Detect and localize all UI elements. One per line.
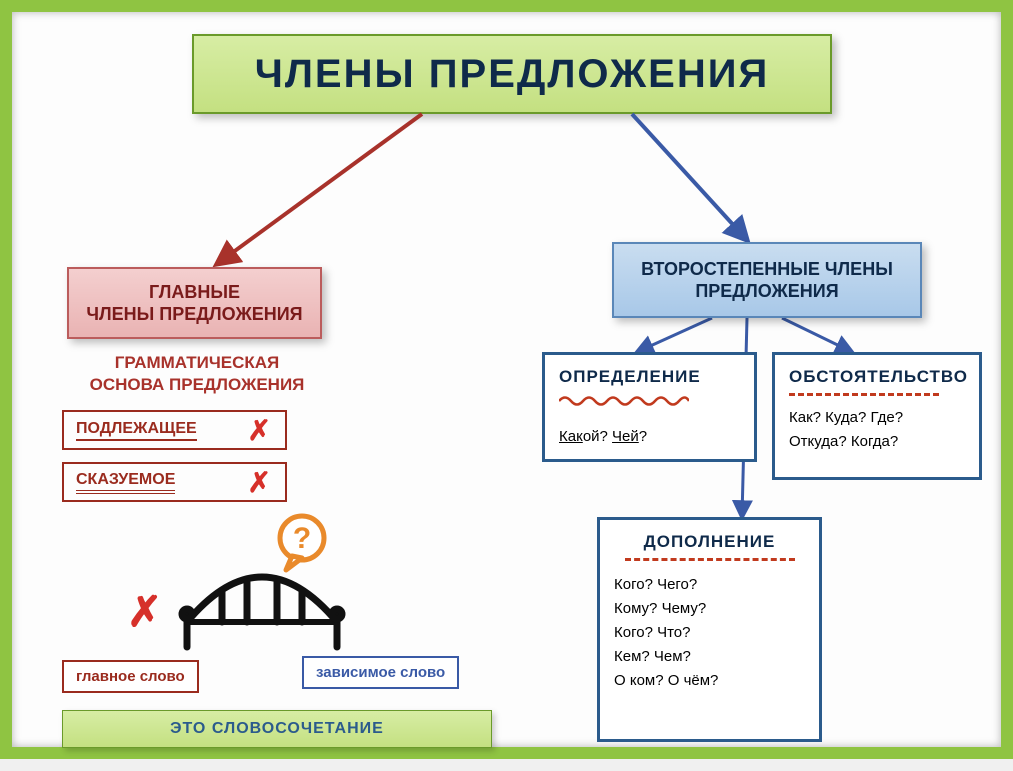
circumstance-box: ОБСТОЯТЕЛЬСТВО Как? Куда? Где? Откуда? К…: [772, 352, 982, 480]
dash-dot-underline-icon: [789, 393, 939, 396]
title-text: ЧЛЕНЫ ПРЕДЛОЖЕНИЯ: [255, 52, 770, 97]
main-word-box: главное слово: [62, 660, 199, 693]
predicate-label: СКАЗУЕМОЕ: [76, 471, 175, 494]
grammatical-basis-label: ГРАММАТИЧЕСКАЯ ОСНОВА ПРЕДЛОЖЕНИЯ: [82, 352, 312, 396]
question-bubble-icon: ?: [272, 512, 336, 576]
secondary-members-box: ВТОРОСТЕПЕННЫЕ ЧЛЕНЫ ПРЕДЛОЖЕНИЯ: [612, 242, 922, 318]
main-members-box: ГЛАВНЫЕ ЧЛЕНЫ ПРЕДЛОЖЕНИЯ: [67, 267, 322, 339]
subject-label: ПОДЛЕЖАЩЕЕ: [76, 420, 197, 441]
x-icon: ✗: [127, 587, 162, 636]
object-title: ДОПОЛНЕНИЕ: [614, 532, 805, 552]
main-members-label: ГЛАВНЫЕ ЧЛЕНЫ ПРЕДЛОЖЕНИЯ: [86, 281, 302, 326]
predicate-box: СКАЗУЕМОЕ ✗: [62, 462, 287, 502]
x-icon: ✗: [248, 466, 271, 499]
main-word-label: главное слово: [76, 668, 185, 685]
secondary-members-label: ВТОРОСТЕПЕННЫЕ ЧЛЕНЫ ПРЕДЛОЖЕНИЯ: [641, 258, 893, 303]
dependent-word-label: зависимое слово: [316, 664, 445, 681]
x-icon: ✗: [248, 414, 271, 447]
phrase-label-bar: ЭТО СЛОВОСОЧЕТАНИЕ: [62, 710, 492, 748]
circumstance-questions: Как? Куда? Где? Откуда? Когда?: [789, 406, 965, 454]
object-box: ДОПОЛНЕНИЕ Кого? Чего? Кому? Чему? Кого?…: [597, 517, 822, 742]
definition-title: ОПРЕДЕЛЕНИЕ: [559, 367, 740, 387]
object-questions: Кого? Чего? Кому? Чему? Кого? Что? Кем? …: [614, 573, 805, 693]
title-box: ЧЛЕНЫ ПРЕДЛОЖЕНИЯ: [192, 34, 832, 114]
subject-box: ПОДЛЕЖАЩЕЕ ✗: [62, 410, 287, 450]
wavy-underline-icon: [559, 396, 689, 406]
dash-underline-icon: [625, 558, 795, 561]
svg-text:?: ?: [293, 522, 311, 555]
dependent-word-box: зависимое слово: [302, 656, 459, 689]
diagram-frame: ЧЛЕНЫ ПРЕДЛОЖЕНИЯ ГЛАВНЫЕ ЧЛЕНЫ ПРЕДЛОЖЕ…: [0, 0, 1013, 759]
definition-questions: Какой? Чей?: [559, 425, 740, 449]
phrase-label: ЭТО СЛОВОСОЧЕТАНИЕ: [170, 720, 384, 738]
definition-box: ОПРЕДЕЛЕНИЕ Какой? Чей?: [542, 352, 757, 462]
circumstance-title: ОБСТОЯТЕЛЬСТВО: [789, 367, 965, 387]
